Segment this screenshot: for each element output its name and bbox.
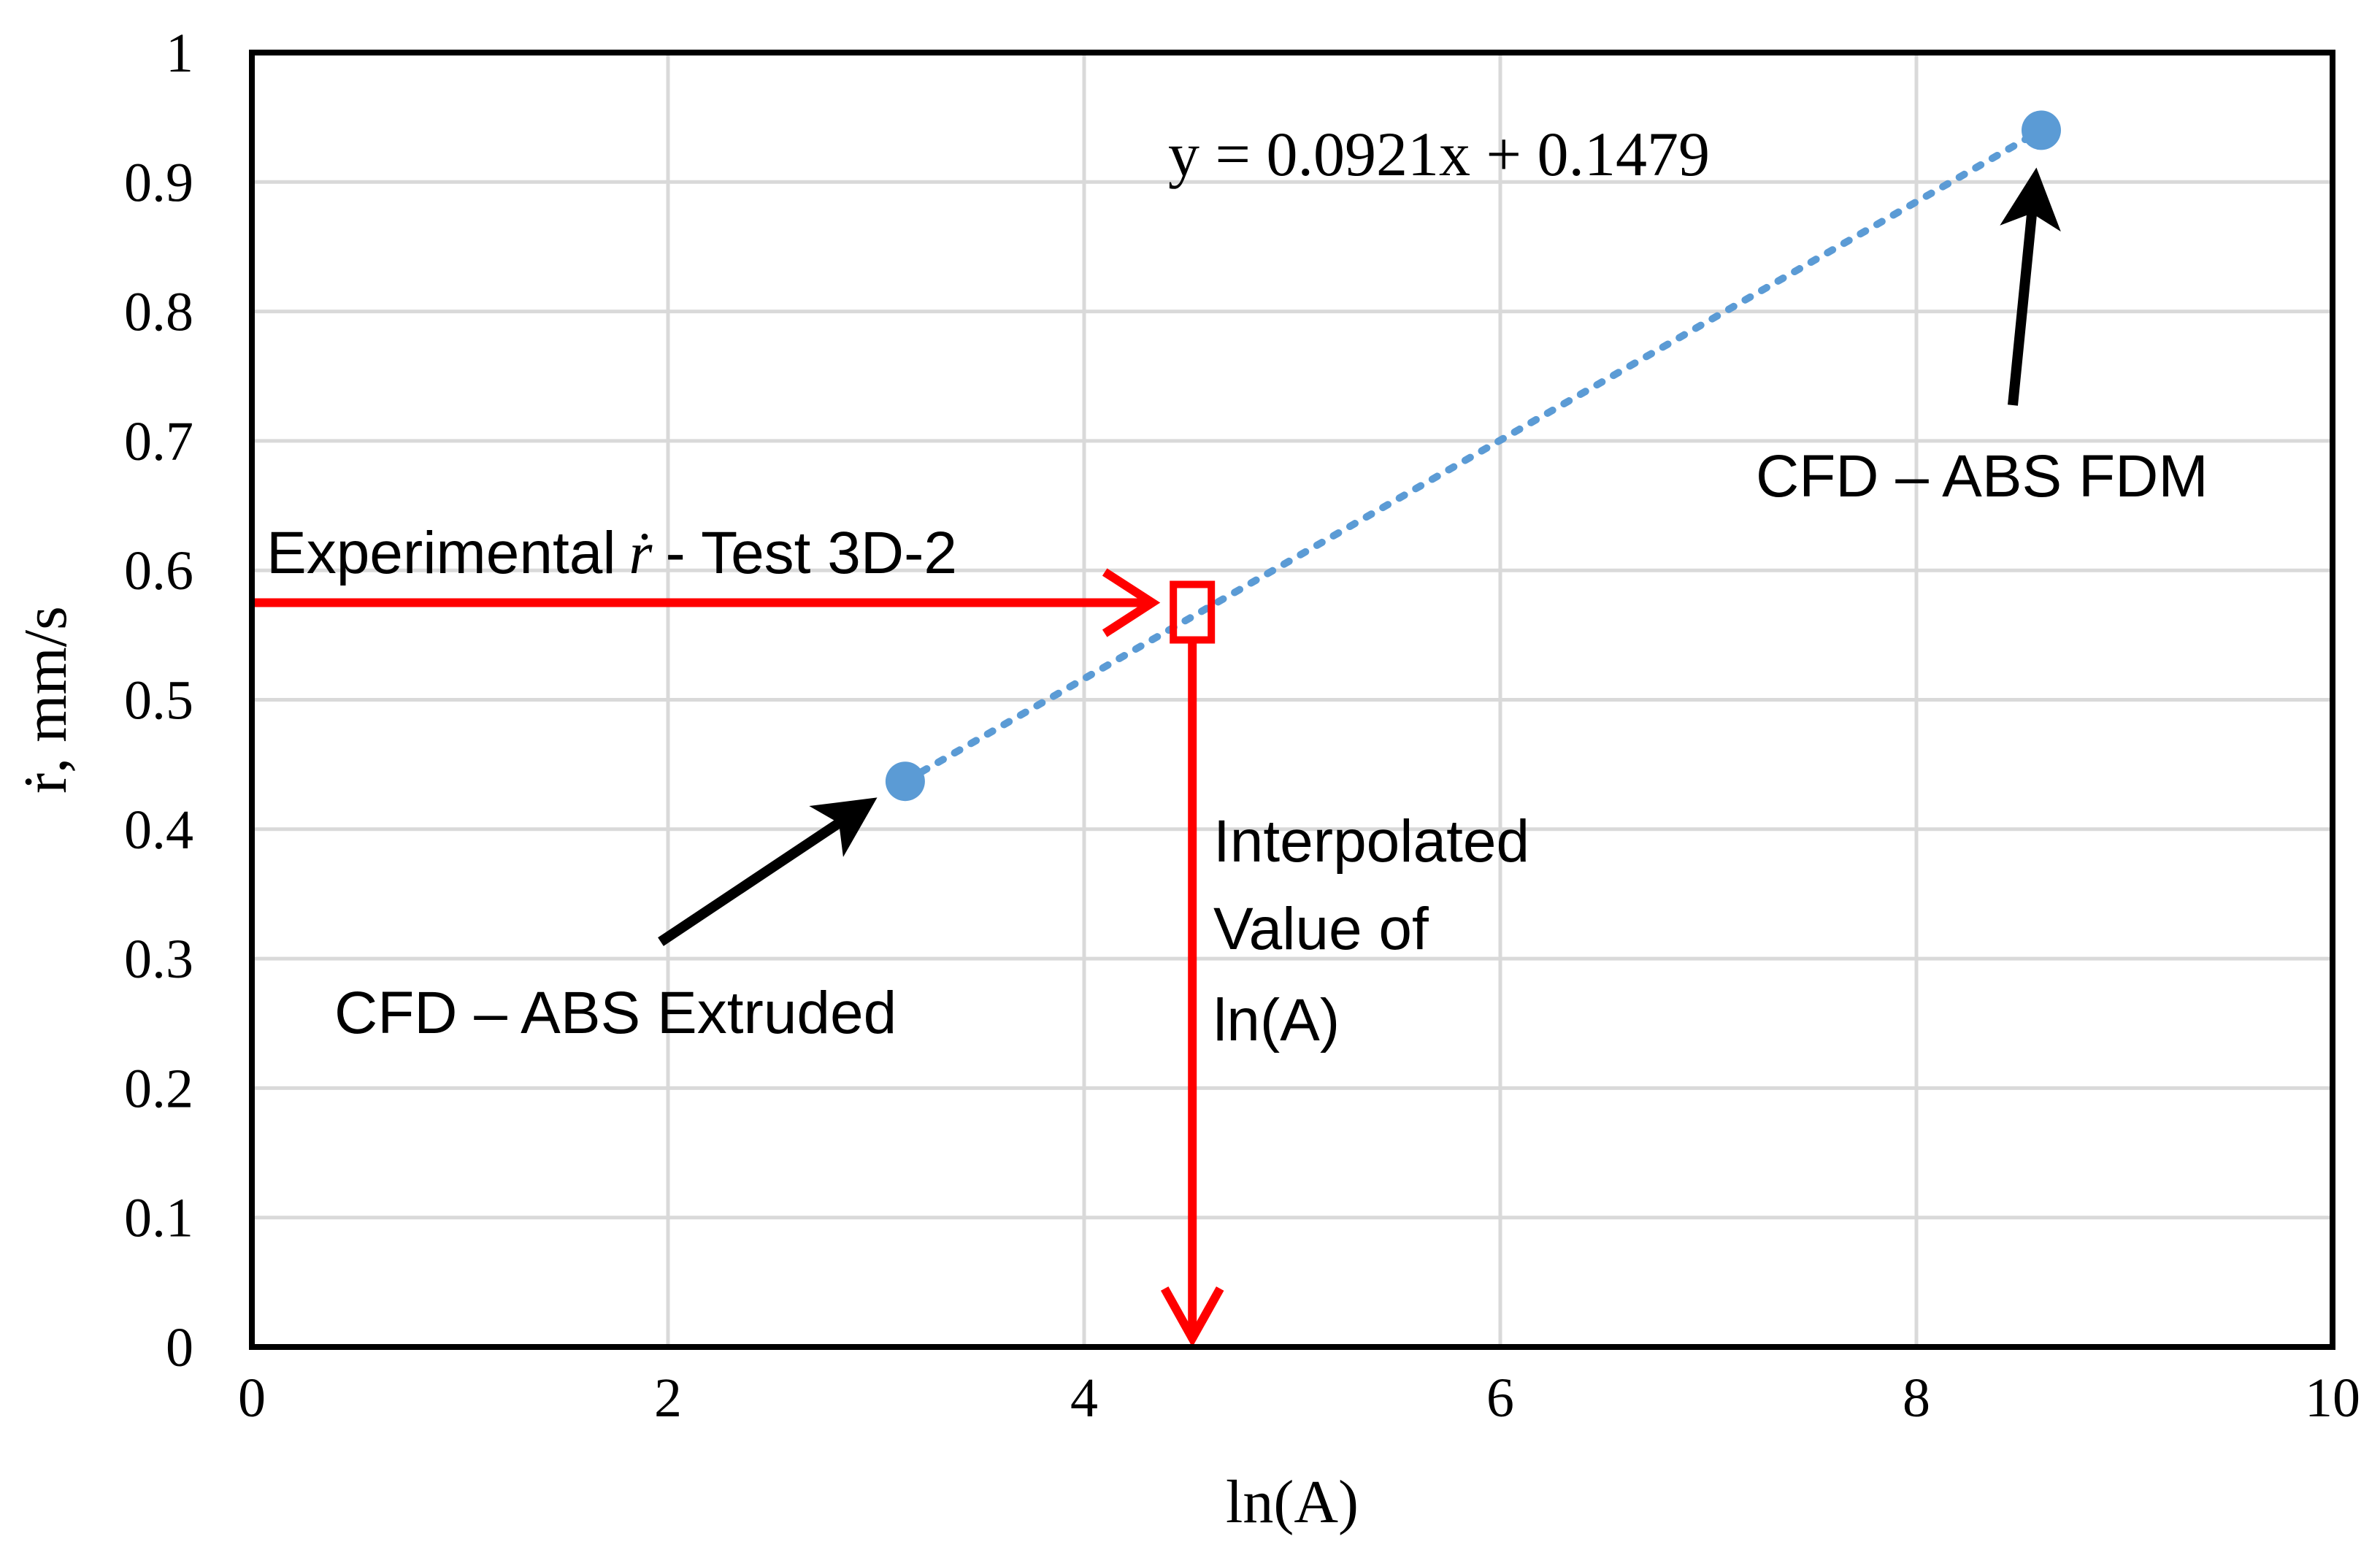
x-tick-label: 8 [1903, 1367, 1930, 1429]
x-tick-label: 2 [654, 1367, 682, 1429]
y-tick-label: 0.2 [124, 1058, 193, 1119]
y-tick-label: 0.4 [124, 799, 193, 861]
y-tick-label: 0.7 [124, 411, 193, 472]
annotation-abs-extruded: CFD – ABS Extruded [334, 980, 897, 1046]
experimental-label: Experimental ṙ - Test 3D-2 [266, 520, 957, 586]
annotation-interpolated-line-2: Value of [1213, 896, 1429, 962]
x-axis-title: ln(A) [1226, 1468, 1359, 1536]
data-points [885, 110, 2061, 802]
tick-labels: 0 2 4 6 8 10 0 0.1 0.2 0.3 0.4 0.5 0.6 0.7 0.8 0.9 1 [124, 23, 2360, 1429]
y-tick-label: 0.3 [124, 929, 193, 990]
annotation-abs-fdm: CFD – ABS FDM [1756, 443, 2208, 510]
experimental-arrowhead [1102, 568, 1161, 637]
interpolation-layer [252, 568, 1224, 1348]
data-point-0 [885, 761, 925, 802]
experimental-label-suffix: - Test 3D-2 [665, 520, 957, 586]
y-tick-label: 0.9 [124, 152, 193, 213]
y-tick-label: 1 [166, 23, 193, 84]
trendline-equation: y = 0.0921x + 0.1479 [1168, 119, 1710, 189]
trendline-layer [901, 126, 2045, 786]
annotation-interpolated-line-1: Interpolated [1213, 808, 1529, 875]
x-tick-label: 6 [1486, 1367, 1514, 1429]
data-point-1 [2022, 110, 2061, 150]
y-tick-label: 0.6 [124, 540, 193, 602]
y-tick-label: 0.5 [124, 670, 193, 732]
x-tick-label: 4 [1070, 1367, 1098, 1429]
y-axis-title: ṙ, mm/s [12, 606, 80, 794]
trendline [901, 126, 2045, 786]
arrow-to-extruded-point [658, 797, 878, 946]
x-tick-label: 0 [238, 1367, 266, 1429]
experimental-label-prefix: Experimental [266, 520, 616, 586]
interpolated-arrowhead [1160, 1286, 1224, 1348]
experimental-label-symbol: ṙ [629, 520, 653, 586]
plot-area-border [249, 50, 2335, 1350]
y-tick-label: 0.8 [124, 282, 193, 343]
arrow-to-fdm-point [2000, 167, 2061, 406]
y-tick-label: 0.1 [124, 1188, 193, 1249]
x-tick-label: 10 [2305, 1367, 2360, 1429]
grid [252, 53, 2333, 1347]
y-tick-label: 0 [166, 1317, 193, 1378]
annotation-interpolated-line-3: ln(A) [1213, 987, 1340, 1053]
